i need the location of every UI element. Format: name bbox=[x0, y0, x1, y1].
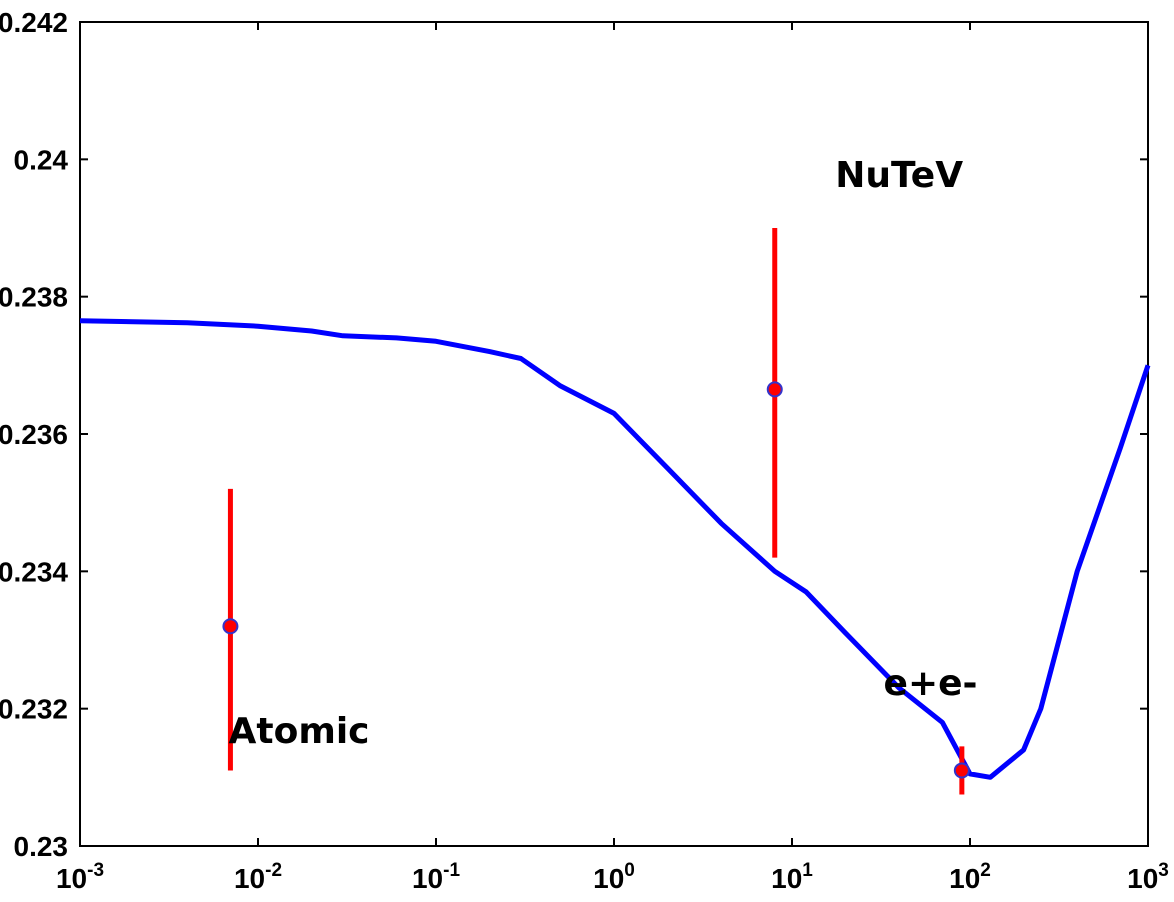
data-point bbox=[222, 618, 239, 635]
measurement-e-e- bbox=[953, 746, 970, 795]
x-tick-exponent: -3 bbox=[87, 860, 104, 881]
measurement-atomic bbox=[222, 488, 239, 771]
x-tick-label: 100 bbox=[593, 860, 635, 894]
x-tick-exponent: 0 bbox=[624, 860, 635, 881]
x-tick-exponent: -2 bbox=[265, 860, 282, 881]
y-tick-label: 0.236 bbox=[0, 419, 68, 450]
measurement-nutev bbox=[766, 228, 783, 558]
x-tick-base: 10 bbox=[1127, 863, 1158, 894]
annotation-label: NuTeV bbox=[835, 155, 963, 196]
series-layer bbox=[79, 318, 1151, 780]
x-tick-base: 10 bbox=[949, 863, 980, 894]
x-tick-exponent: 1 bbox=[802, 860, 813, 881]
measurements-layer bbox=[222, 228, 970, 795]
plot-area-frame bbox=[79, 21, 1149, 847]
y-tick-label: 0.238 bbox=[0, 282, 68, 313]
x-tick-label: 103 bbox=[1127, 860, 1169, 894]
ticks-layer: 10-3 10-2 10-1 100 101 102 1030.230.2320.2340.… bbox=[0, 7, 1169, 894]
x-tick-exponent: 2 bbox=[980, 860, 991, 881]
series-line bbox=[79, 318, 1151, 780]
annotation-label: Atomic bbox=[229, 711, 370, 752]
data-point bbox=[766, 381, 783, 398]
x-tick-label: 10-3 bbox=[56, 860, 104, 894]
x-tick-label: 10-1 bbox=[412, 860, 460, 894]
x-tick-base: 10 bbox=[56, 863, 87, 894]
x-tick-base: 10 bbox=[771, 863, 802, 894]
x-tick-base: 10 bbox=[593, 863, 624, 894]
y-tick-label: 0.23 bbox=[14, 831, 69, 862]
y-tick-label: 0.232 bbox=[0, 694, 68, 725]
y-tick-label: 0.234 bbox=[0, 556, 68, 587]
annotations-layer: NuTeV e+e- Atomic bbox=[229, 155, 978, 752]
x-tick-label: 10-2 bbox=[234, 860, 282, 894]
x-tick-base: 10 bbox=[412, 863, 443, 894]
y-tick-label: 0.242 bbox=[0, 7, 68, 38]
y-tick-label: 0.24 bbox=[14, 144, 69, 175]
x-tick-base: 10 bbox=[234, 863, 265, 894]
x-tick-label: 102 bbox=[949, 860, 991, 894]
annotation-label: e+e- bbox=[884, 663, 978, 704]
x-tick-label: 101 bbox=[771, 860, 813, 894]
data-point bbox=[953, 762, 970, 779]
x-tick-exponent: -1 bbox=[443, 860, 460, 881]
x-tick-exponent: 3 bbox=[1158, 860, 1169, 881]
